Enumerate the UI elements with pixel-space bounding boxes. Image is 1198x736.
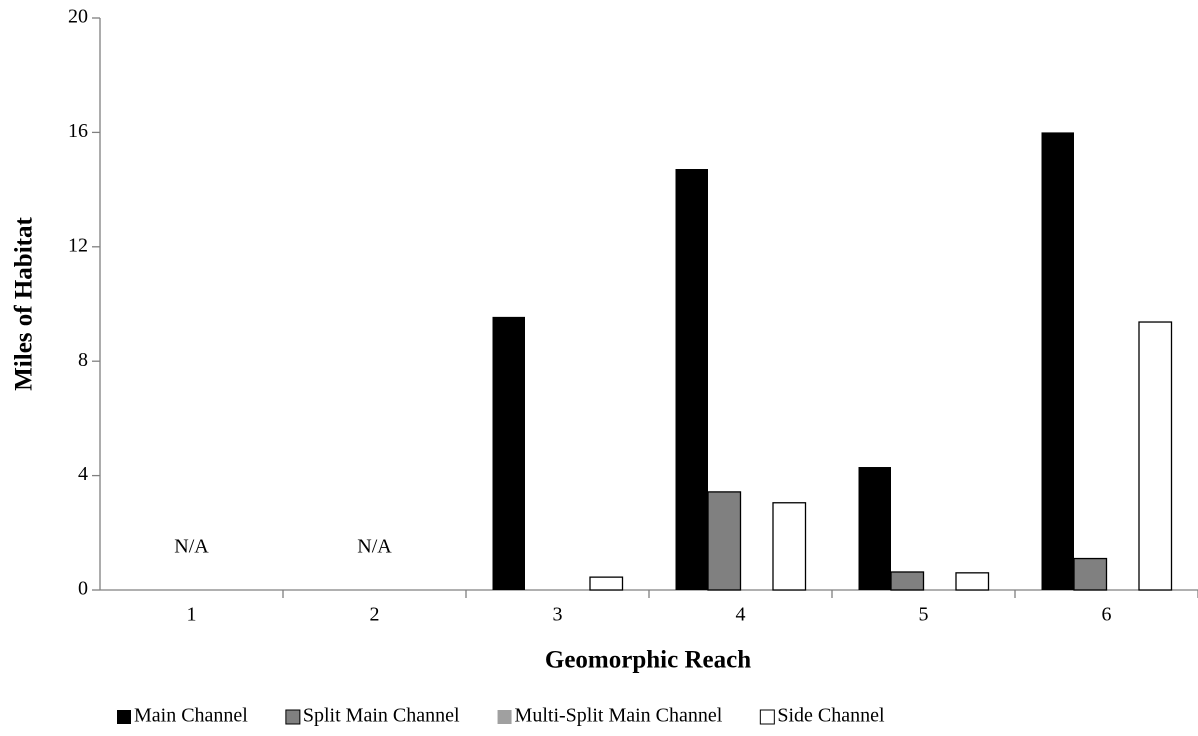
y-tick-label: 20 bbox=[68, 6, 88, 28]
bar bbox=[1041, 132, 1074, 590]
y-axis-label: Miles of Habitat bbox=[11, 217, 38, 391]
annotation: N/A bbox=[357, 536, 392, 558]
bar bbox=[675, 169, 708, 590]
y-tick-label: 4 bbox=[78, 463, 88, 485]
legend-swatch bbox=[285, 709, 301, 725]
x-axis-label: Geomorphic Reach bbox=[545, 647, 751, 674]
y-tick-label: 12 bbox=[68, 234, 88, 256]
bar bbox=[858, 467, 891, 590]
y-tick-label: 8 bbox=[78, 349, 88, 371]
annotation: N/A bbox=[174, 536, 209, 558]
legend-swatch bbox=[497, 710, 512, 724]
legend-swatch bbox=[759, 709, 775, 725]
legend-label: Main Channel bbox=[134, 705, 248, 727]
bar bbox=[890, 571, 925, 591]
bar bbox=[707, 491, 742, 591]
bar bbox=[955, 572, 990, 591]
legend-label: Multi-Split Main Channel bbox=[515, 705, 723, 727]
x-tick-label: 1 bbox=[187, 604, 197, 626]
bar bbox=[589, 576, 624, 591]
x-tick-label: 4 bbox=[736, 604, 746, 626]
bar bbox=[492, 316, 525, 590]
legend-label: Split Main Channel bbox=[303, 705, 460, 727]
x-tick-label: 2 bbox=[370, 604, 380, 626]
bar bbox=[1073, 557, 1108, 591]
x-tick-label: 5 bbox=[919, 604, 929, 626]
bar bbox=[1138, 321, 1173, 591]
legend-label: Side Channel bbox=[777, 705, 885, 727]
y-tick-label: 0 bbox=[78, 578, 88, 600]
y-tick-label: 16 bbox=[68, 120, 88, 142]
bar bbox=[772, 502, 807, 591]
x-tick-label: 6 bbox=[1102, 604, 1112, 626]
legend-swatch bbox=[117, 710, 131, 724]
x-tick-label: 3 bbox=[553, 604, 563, 626]
